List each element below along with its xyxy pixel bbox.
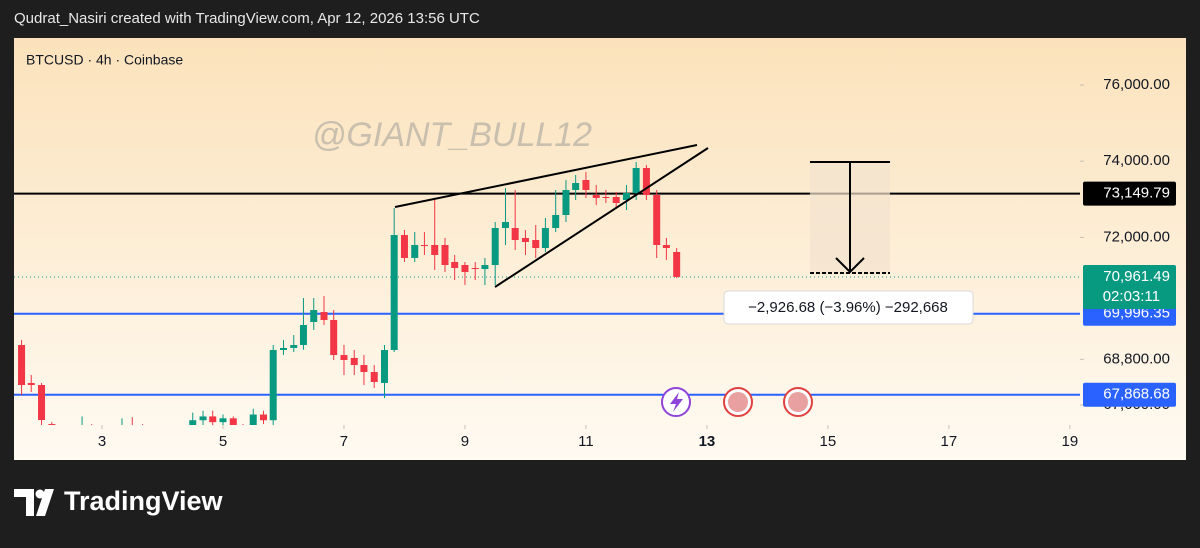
measure-arrow-head <box>835 257 865 274</box>
candle-body <box>38 385 46 421</box>
candle-body <box>532 240 540 249</box>
candle-body <box>511 228 519 241</box>
candle-body <box>471 268 479 270</box>
candle-body <box>310 309 318 322</box>
logo-dot <box>35 489 45 499</box>
candle-body <box>381 349 389 383</box>
candle-body <box>592 194 600 198</box>
candle-body <box>662 245 670 249</box>
candle-body <box>673 252 681 277</box>
candle-body <box>48 424 56 425</box>
event-bolt <box>670 392 683 412</box>
candle-body <box>199 416 207 421</box>
candle-body <box>209 416 217 423</box>
candle-body <box>249 414 257 425</box>
event-flag <box>728 392 748 412</box>
candle-body <box>461 265 469 273</box>
candle-body <box>653 194 661 246</box>
trend-line-lower <box>494 147 709 288</box>
candle-body <box>481 265 489 270</box>
y-tick-label: 68,800.00 <box>1103 350 1170 367</box>
x-tick-label: 17 <box>941 433 958 450</box>
candle-body <box>441 245 449 266</box>
candle-body <box>622 193 630 201</box>
candle-body <box>219 418 227 423</box>
event-flag <box>788 392 808 412</box>
candle-body <box>370 372 378 382</box>
candle-body <box>279 347 287 350</box>
symbol-title: BTCUSD · 4h · Coinbase <box>26 52 183 68</box>
candle-body <box>602 197 610 199</box>
x-tick-label: 13 <box>699 433 716 450</box>
candle-body <box>350 357 358 366</box>
candle-body <box>632 168 640 194</box>
candle-body <box>189 420 197 425</box>
candle-body <box>340 355 348 361</box>
candle-body <box>572 182 580 190</box>
candle-body <box>411 245 419 258</box>
candle-body <box>290 345 298 348</box>
x-tick-label: 11 <box>578 433 594 450</box>
candle-body <box>582 180 590 190</box>
chart-area <box>14 38 1186 460</box>
measure-label-box <box>723 290 974 325</box>
watermark: @GIANT_BULL12 <box>312 116 592 154</box>
header: Qudrat_Nasiri created with TradingView.c… <box>14 10 480 27</box>
price-label-box <box>1083 181 1176 206</box>
candle-body <box>260 414 268 421</box>
countdown: 02:03:11 <box>1103 288 1160 305</box>
candle-body <box>360 365 368 373</box>
price-label-box <box>1083 382 1176 407</box>
candle-body <box>27 382 35 386</box>
candle-body <box>491 228 499 266</box>
x-tick-label: 19 <box>1062 433 1079 450</box>
candle-body <box>229 418 237 425</box>
candle-body <box>501 221 509 229</box>
candle-body <box>269 349 277 421</box>
x-tick-label: 7 <box>340 433 348 450</box>
candle-body <box>18 345 26 386</box>
candle-body <box>612 197 620 203</box>
candle-body <box>330 320 338 356</box>
candle-body <box>521 237 529 242</box>
last-price-box <box>1083 264 1176 309</box>
candle-body <box>299 325 307 346</box>
x-tick-label: 9 <box>461 433 469 450</box>
logo-text: TradingView <box>64 486 224 516</box>
candle-body <box>642 168 650 195</box>
candle-body <box>541 228 549 249</box>
y-tick-label: 76,000.00 <box>1103 76 1170 93</box>
candle-body <box>420 245 428 247</box>
x-tick-label: 5 <box>219 433 227 450</box>
measure-label: −2,926.68 (−3.96%) −292,668 <box>748 299 948 316</box>
last-price-label: 70,961.49 <box>1103 268 1170 285</box>
candle-body <box>562 189 570 215</box>
price-label: 73,149.79 <box>1103 185 1170 202</box>
candle-body <box>431 245 439 255</box>
candle-body <box>320 312 328 321</box>
logo-mark <box>14 489 54 516</box>
candle-body <box>400 235 408 258</box>
candle-body <box>451 261 459 269</box>
candle-body <box>552 214 560 229</box>
x-tick-label: 3 <box>98 433 106 450</box>
x-tick-label: 15 <box>820 433 837 450</box>
price-label: 67,868.68 <box>1103 386 1170 403</box>
trend-line-upper <box>394 144 698 208</box>
y-tick-label: 72,000.00 <box>1103 228 1170 245</box>
y-tick-label: 74,000.00 <box>1103 152 1170 169</box>
candle-body <box>390 235 398 350</box>
